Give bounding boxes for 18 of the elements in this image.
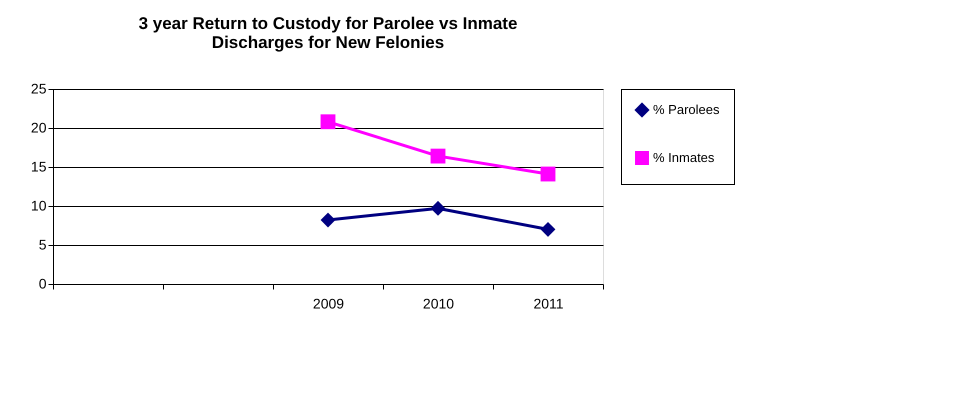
y-tick-label: 5 (38, 236, 47, 252)
point (430, 148, 446, 164)
chart-title: 3 year Return to Custody for Parolee vs Inmate Discharges for New Felonies (138, 14, 518, 52)
point (540, 222, 556, 237)
legend-label: % Inmates (653, 150, 715, 165)
y-tick-label: 25 (30, 80, 47, 96)
point (430, 200, 446, 216)
y-tick-label: 20 (30, 120, 47, 136)
x-tick-label: 2009 (312, 296, 344, 312)
point (320, 212, 336, 228)
point (540, 166, 556, 182)
y-tick-label: 10 (30, 198, 47, 214)
point (320, 114, 336, 130)
x-tick-label: 2011 (533, 296, 564, 312)
y-tick-label: 0 (38, 276, 47, 292)
y-tick-label: 15 (30, 158, 47, 174)
legend-label: % Parolees (653, 102, 720, 117)
x-tick-label: 2010 (422, 296, 454, 312)
